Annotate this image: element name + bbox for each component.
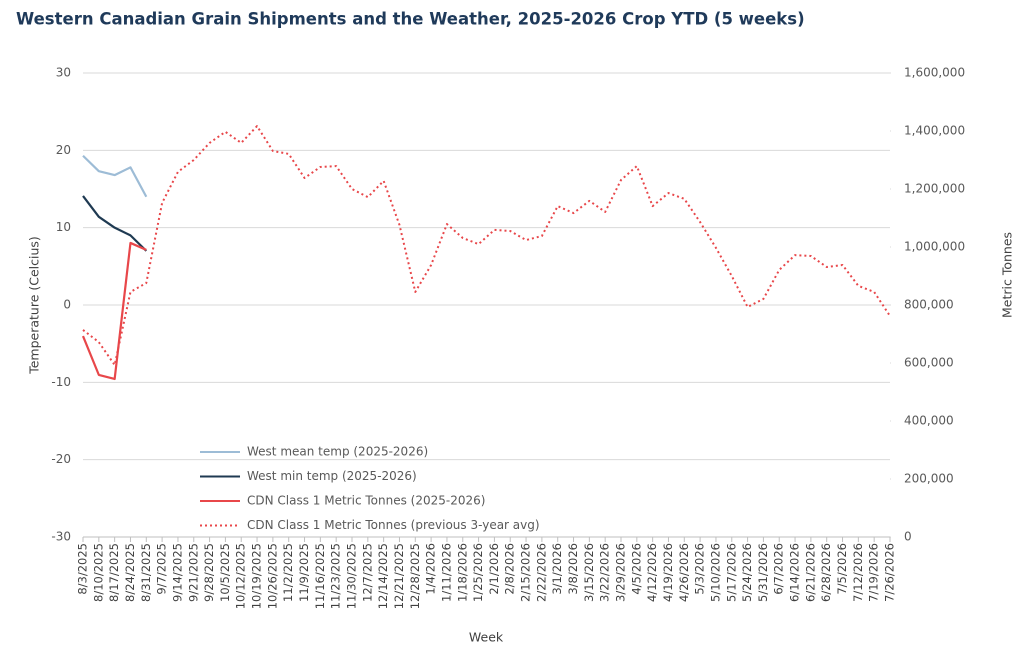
x-tick-label: 2/8/2026: [503, 543, 517, 595]
x-tick-label: 7/19/2026: [867, 543, 881, 602]
x-tick-label: 12/21/2025: [392, 543, 406, 609]
x-tick-label: 1/4/2026: [424, 543, 438, 595]
x-tick-label: 12/28/2025: [408, 543, 422, 609]
x-tick-label: 9/21/2025: [186, 543, 200, 602]
x-tick-label: 6/28/2026: [819, 543, 833, 602]
x-tick-label: 10/19/2025: [250, 543, 264, 609]
y2-tick-label: 1,600,000: [904, 66, 965, 80]
x-tick-label: 3/1/2026: [550, 543, 564, 595]
x-tick-label: 8/10/2025: [91, 543, 105, 602]
y-tick-label: -30: [51, 530, 71, 544]
x-tick-label: 7/12/2026: [851, 543, 865, 602]
x-tick-label: 6/7/2026: [772, 543, 786, 595]
x-tick-label: 3/8/2026: [566, 543, 580, 595]
x-tick-label: 3/29/2026: [614, 543, 628, 602]
x-tick-label: 5/3/2026: [693, 543, 707, 595]
y-tick-label: 10: [56, 220, 71, 234]
y2-tick-label: 200,000: [904, 472, 954, 486]
x-tick-label: 1/11/2026: [439, 543, 453, 602]
x-tick-label: 1/25/2026: [471, 543, 485, 602]
x-tick-label: 10/5/2025: [218, 543, 232, 602]
y-axis-title: Temperature (Celcius): [27, 236, 42, 375]
x-tick-label: 7/5/2026: [835, 543, 849, 595]
series-line: [81, 241, 147, 381]
x-axis-title: Week: [469, 630, 504, 645]
y2-tick-label: 1,400,000: [904, 124, 965, 138]
x-tick-label: 12/7/2025: [360, 543, 374, 602]
x-tick-label: 9/7/2025: [155, 543, 169, 595]
y2-tick-label: 1,000,000: [904, 240, 965, 254]
x-tick-label: 9/14/2025: [170, 543, 184, 602]
x-tick-label: 4/5/2026: [629, 543, 643, 595]
x-tick-label: 10/26/2025: [265, 543, 279, 609]
x-tick-label: 6/21/2026: [803, 543, 817, 602]
x-tick-label: 5/17/2026: [724, 543, 738, 602]
x-tick-label: 3/22/2026: [598, 543, 612, 602]
chart-title: Western Canadian Grain Shipments and the…: [16, 10, 805, 29]
y-tick-label: -20: [51, 452, 71, 466]
x-tick-label: 5/10/2026: [708, 543, 722, 602]
series-line: [82, 125, 891, 367]
y-tick-label: 0: [63, 298, 71, 312]
x-tick-label: 2/15/2026: [519, 543, 533, 602]
x-tick-label: 8/24/2025: [123, 543, 137, 602]
legend-label: West min temp (2025-2026): [247, 469, 417, 483]
x-tick-label: 8/31/2025: [139, 543, 153, 602]
series-line: [82, 154, 148, 198]
x-tick-label: 11/30/2025: [345, 543, 359, 609]
x-tick-label: 11/16/2025: [313, 543, 327, 609]
x-tick-label: 11/2/2025: [281, 543, 295, 602]
legend-label: CDN Class 1 Metric Tonnes (2025-2026): [247, 494, 485, 508]
x-tick-label: 2/1/2026: [487, 543, 501, 595]
y2-tick-label: 1,200,000: [904, 182, 965, 196]
x-tick-label: 2/22/2026: [534, 543, 548, 602]
y-tick-label: 30: [56, 66, 71, 80]
y2-tick-label: 800,000: [904, 298, 954, 312]
series-line: [82, 195, 148, 252]
x-tick-label: 3/15/2026: [582, 543, 596, 602]
legend-label: CDN Class 1 Metric Tonnes (previous 3-ye…: [247, 518, 540, 532]
x-tick-label: 4/26/2026: [677, 543, 691, 602]
legend-label: West mean temp (2025-2026): [247, 445, 428, 459]
x-tick-label: 4/12/2026: [645, 543, 659, 602]
x-tick-label: 9/28/2025: [202, 543, 216, 602]
x-tick-label: 5/31/2026: [756, 543, 770, 602]
x-tick-label: 6/14/2026: [788, 543, 802, 602]
x-tick-label: 5/24/2026: [740, 543, 754, 602]
x-tick-label: 8/3/2025: [76, 543, 90, 595]
x-tick-label: 1/18/2026: [455, 543, 469, 602]
y2-tick-label: 600,000: [904, 356, 954, 370]
y-tick-label: 20: [56, 143, 71, 157]
y-tick-label: -10: [51, 375, 71, 389]
y2-tick-label: 400,000: [904, 414, 954, 428]
x-tick-label: 10/12/2025: [234, 543, 248, 609]
y2-tick-label: 0: [904, 530, 912, 544]
x-tick-label: 12/14/2025: [376, 543, 390, 609]
x-tick-label: 11/23/2025: [329, 543, 343, 609]
x-tick-label: 4/19/2026: [661, 543, 675, 602]
y2-axis-title: Metric Tonnes: [1000, 232, 1015, 318]
x-tick-label: 11/9/2025: [297, 543, 311, 602]
x-tick-label: 8/17/2025: [107, 543, 121, 602]
x-tick-label: 7/26/2026: [883, 543, 897, 602]
